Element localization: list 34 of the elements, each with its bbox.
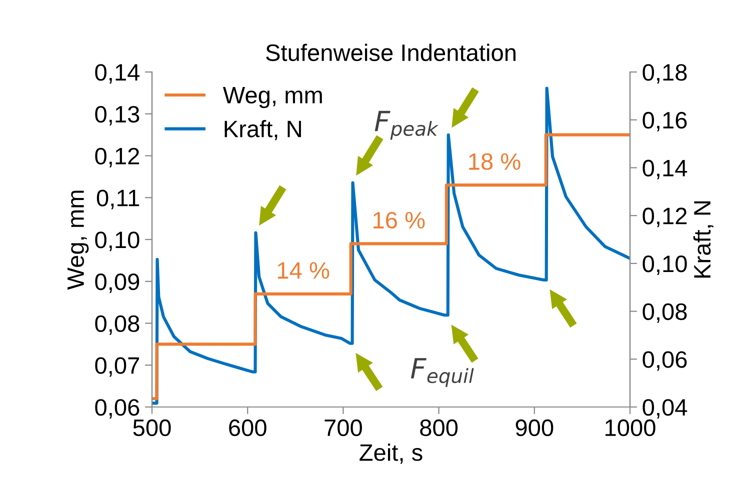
x-tick-label: 900 [516, 419, 554, 436]
y-tick-label: 0,10 [95, 232, 140, 252]
y-axis-title: Weg, mm [68, 190, 89, 290]
annotation: 16 % [374, 212, 425, 229]
legend-label: Weg, mm [222, 87, 322, 108]
y2-tick-label: 0,04 [642, 399, 688, 419]
y2-tick-label: 0,16 [642, 112, 687, 132]
y-tick-label: 0,14 [95, 64, 140, 84]
y2-tick-label: 0,18 [642, 64, 687, 84]
y-tick-label: 0,11 [96, 190, 140, 210]
x-tick-label: 500 [133, 419, 171, 436]
y-tick-label: 0,06 [95, 399, 140, 419]
y2-tick-label: 0,12 [642, 208, 687, 228]
y2-tick-label: 0,08 [642, 303, 687, 323]
annotation: 14 % [278, 262, 330, 279]
x-tick-label: 600 [229, 419, 266, 436]
x-tick-label: 700 [324, 419, 362, 436]
annotation: F$_{equil}$ [410, 358, 474, 387]
x-tick-label: 800 [420, 419, 458, 436]
y2-tick-label: 0,14 [642, 160, 688, 180]
y-tick-label: 0,08 [95, 315, 140, 335]
annotation: 18 % [469, 153, 520, 170]
chart-title: Stufenweise Indentation [266, 44, 516, 62]
x-axis-title: Zeit, s [360, 444, 422, 464]
x-tick-label: 1000 [606, 419, 656, 436]
legend-label: Kraft, N [224, 120, 301, 140]
y-tick-label: 0,13 [95, 106, 140, 126]
y-tick-label: 0,12 [95, 148, 140, 168]
y2-tick-label: 0,10 [642, 255, 687, 276]
y2-axis-title: Kraft, N [693, 201, 714, 278]
y-tick-label: 0,09 [95, 273, 140, 293]
y2-tick-label: 0,06 [642, 351, 687, 371]
annotation: F$_{peak}$ [374, 110, 438, 140]
y-tick-label: 0,07 [95, 357, 140, 377]
